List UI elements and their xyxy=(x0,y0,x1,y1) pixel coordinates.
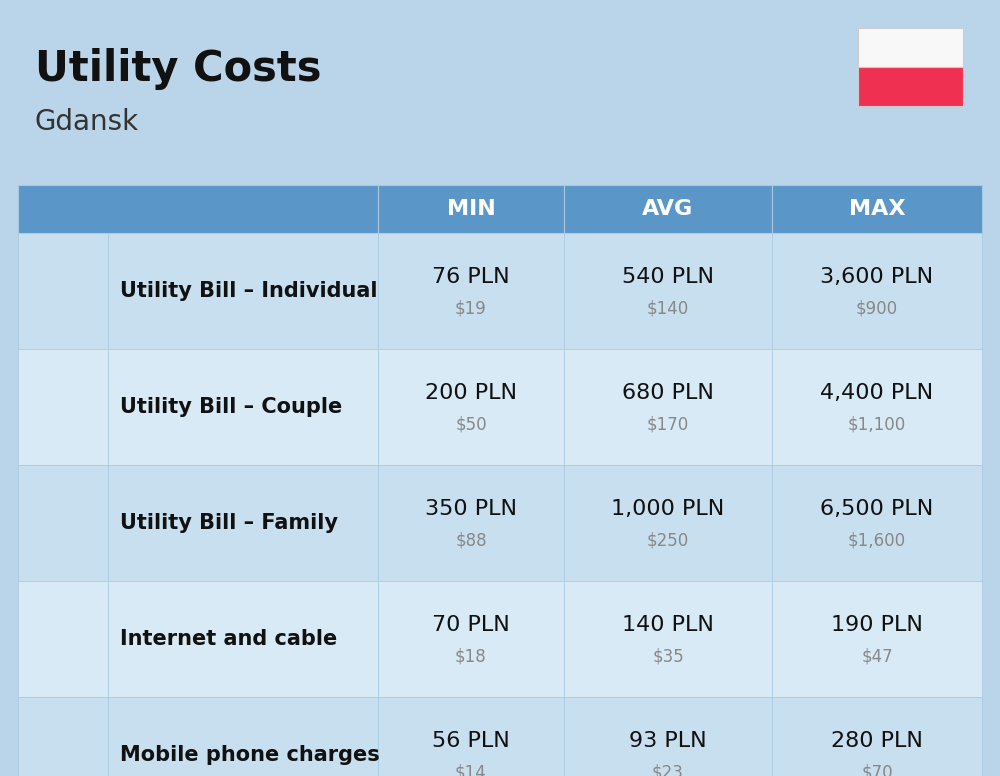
Bar xyxy=(18,697,108,776)
Bar xyxy=(564,233,772,349)
Bar xyxy=(108,465,378,581)
Text: $14: $14 xyxy=(455,764,487,776)
Bar xyxy=(858,28,963,67)
Text: Utility Bill – Individual: Utility Bill – Individual xyxy=(120,281,378,301)
Text: 6,500 PLN: 6,500 PLN xyxy=(820,499,934,519)
Text: $47: $47 xyxy=(861,647,893,665)
Text: 140 PLN: 140 PLN xyxy=(622,615,714,635)
Text: AVG: AVG xyxy=(642,199,694,219)
Bar xyxy=(564,465,772,581)
Text: 4,400 PLN: 4,400 PLN xyxy=(820,383,934,403)
Bar xyxy=(378,185,564,233)
Bar xyxy=(772,697,982,776)
Text: 350 PLN: 350 PLN xyxy=(425,499,517,519)
Text: 1,000 PLN: 1,000 PLN xyxy=(611,499,725,519)
Bar xyxy=(108,233,378,349)
Bar xyxy=(378,465,564,581)
Bar xyxy=(18,581,108,697)
Bar xyxy=(772,233,982,349)
Text: MAX: MAX xyxy=(849,199,905,219)
Text: Utility Costs: Utility Costs xyxy=(35,48,322,90)
Bar xyxy=(378,233,564,349)
Text: $23: $23 xyxy=(652,764,684,776)
Bar xyxy=(378,349,564,465)
Text: Internet and cable: Internet and cable xyxy=(120,629,337,649)
Bar xyxy=(772,349,982,465)
Text: $900: $900 xyxy=(856,300,898,317)
Bar xyxy=(378,697,564,776)
Bar xyxy=(108,349,378,465)
Text: 680 PLN: 680 PLN xyxy=(622,383,714,403)
Text: $70: $70 xyxy=(861,764,893,776)
Text: 70 PLN: 70 PLN xyxy=(432,615,510,635)
Text: 280 PLN: 280 PLN xyxy=(831,731,923,751)
Text: $140: $140 xyxy=(647,300,689,317)
Bar xyxy=(108,697,378,776)
Text: $18: $18 xyxy=(455,647,487,665)
Text: Gdansk: Gdansk xyxy=(35,108,139,136)
Text: 190 PLN: 190 PLN xyxy=(831,615,923,635)
Bar xyxy=(564,581,772,697)
Text: 93 PLN: 93 PLN xyxy=(629,731,707,751)
Text: 540 PLN: 540 PLN xyxy=(622,267,714,287)
Text: $1,600: $1,600 xyxy=(848,532,906,549)
Text: Utility Bill – Couple: Utility Bill – Couple xyxy=(120,397,342,417)
Bar xyxy=(772,185,982,233)
Text: $88: $88 xyxy=(455,532,487,549)
Text: $170: $170 xyxy=(647,415,689,434)
Bar xyxy=(772,465,982,581)
Text: 3,600 PLN: 3,600 PLN xyxy=(820,267,934,287)
Bar xyxy=(18,465,108,581)
Text: $19: $19 xyxy=(455,300,487,317)
Text: 200 PLN: 200 PLN xyxy=(425,383,517,403)
Text: $35: $35 xyxy=(652,647,684,665)
Bar xyxy=(772,581,982,697)
Text: 56 PLN: 56 PLN xyxy=(432,731,510,751)
Text: Utility Bill – Family: Utility Bill – Family xyxy=(120,513,338,533)
Text: 76 PLN: 76 PLN xyxy=(432,267,510,287)
Text: MIN: MIN xyxy=(447,199,495,219)
Bar xyxy=(858,67,963,106)
Text: $250: $250 xyxy=(647,532,689,549)
Text: Mobile phone charges: Mobile phone charges xyxy=(120,745,380,765)
Bar xyxy=(18,349,108,465)
Bar xyxy=(378,581,564,697)
Bar xyxy=(564,349,772,465)
Bar xyxy=(564,697,772,776)
Bar xyxy=(108,581,378,697)
Bar xyxy=(564,185,772,233)
Text: $50: $50 xyxy=(455,415,487,434)
Text: $1,100: $1,100 xyxy=(848,415,906,434)
Bar xyxy=(18,185,378,233)
Bar xyxy=(18,233,108,349)
